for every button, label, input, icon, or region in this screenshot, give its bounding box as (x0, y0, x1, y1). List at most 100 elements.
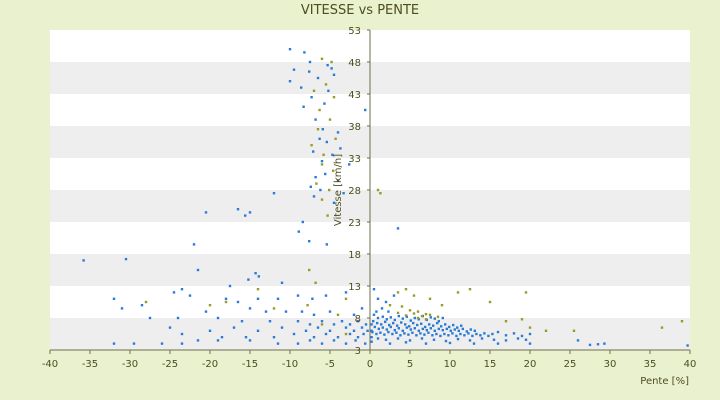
data-point-olive (376, 188, 380, 192)
x-tick-label: -25 (162, 359, 178, 370)
chart-title: VITESSE vs PENTE (301, 3, 419, 18)
data-point-blue (288, 80, 292, 83)
data-point-blue (314, 176, 317, 179)
data-point-blue (356, 320, 360, 323)
data-point-blue (380, 323, 383, 326)
data-point-olive (224, 300, 228, 304)
data-point-blue (437, 320, 440, 323)
axes (49, 29, 691, 354)
data-point-blue (448, 325, 451, 329)
data-point-blue (321, 128, 324, 131)
data-point-blue (431, 334, 434, 337)
data-point-blue (236, 300, 240, 304)
data-point-blue (496, 342, 500, 345)
data-point-blue (496, 330, 500, 334)
data-point-blue (360, 326, 364, 329)
x-tick-label: 10 (444, 359, 457, 370)
data-point-olive (344, 332, 348, 336)
data-point-blue (416, 323, 419, 327)
data-point-olive (396, 291, 400, 294)
data-point-blue (148, 316, 152, 320)
data-point-olive (326, 214, 329, 217)
data-point-blue (257, 275, 260, 278)
data-point-blue (376, 321, 379, 325)
data-point-blue (384, 320, 387, 324)
data-point-blue (300, 310, 304, 313)
data-point-olive (408, 309, 412, 312)
data-point-blue (437, 327, 440, 331)
data-point-blue (379, 331, 382, 334)
x-tick-label: 35 (644, 359, 657, 370)
data-point-blue (388, 342, 392, 345)
x-tick-label: -30 (122, 359, 138, 370)
data-point-blue (348, 332, 352, 336)
data-point-olive (424, 318, 428, 321)
data-point-blue (288, 48, 292, 51)
data-point-blue (433, 317, 436, 320)
data-point-blue (328, 310, 332, 313)
data-point-blue (339, 147, 342, 150)
data-point-blue (344, 342, 348, 345)
data-point-blue (342, 192, 345, 195)
x-tick-label: -10 (282, 359, 298, 370)
data-point-blue (320, 160, 324, 163)
data-point-blue (424, 325, 427, 329)
data-point-blue (468, 339, 472, 342)
data-point-blue (588, 343, 592, 347)
data-point-blue (296, 294, 300, 297)
data-point-blue (344, 326, 348, 329)
data-point-blue (461, 327, 464, 331)
data-point-blue (330, 67, 333, 70)
data-point-blue (463, 334, 466, 337)
data-point-blue (232, 326, 236, 329)
data-point-blue (256, 329, 260, 332)
data-point-olive (330, 60, 333, 64)
data-point-blue (302, 105, 305, 108)
data-point-blue (473, 329, 476, 332)
data-point-blue (284, 310, 288, 313)
data-point-olive (328, 188, 331, 192)
data-point-blue (82, 259, 85, 262)
data-point-blue (332, 73, 336, 76)
data-point-blue (323, 102, 326, 105)
x-tick-label: 15 (484, 359, 497, 370)
data-point-blue (380, 307, 384, 310)
data-point-olive (404, 314, 408, 317)
data-point-blue (244, 336, 248, 339)
data-point-olive (316, 128, 320, 131)
data-point-blue (196, 339, 200, 342)
data-point-blue (236, 208, 240, 211)
data-point-olive (320, 163, 324, 166)
data-point-blue (188, 294, 192, 297)
data-point-blue (316, 326, 320, 329)
data-point-blue (248, 339, 252, 342)
data-point-blue (312, 336, 316, 339)
data-point-blue (444, 323, 447, 326)
data-point-blue (389, 316, 392, 319)
data-point-blue (375, 310, 378, 313)
data-point-blue (176, 316, 180, 320)
data-point-blue (304, 329, 308, 332)
data-point-blue (220, 336, 224, 339)
data-point-blue (401, 317, 404, 320)
data-point-blue (348, 163, 351, 166)
data-point-blue (364, 323, 368, 326)
data-point-blue (352, 313, 356, 316)
data-point-blue (456, 337, 460, 341)
data-point-olive (332, 169, 335, 172)
data-point-blue (471, 334, 474, 338)
data-point-olive (504, 320, 508, 323)
data-point-blue (216, 316, 220, 320)
x-axis-title: Pente [%] (640, 376, 689, 387)
data-point-blue (244, 214, 247, 217)
data-point-blue (389, 325, 392, 329)
data-point-olive (396, 311, 400, 315)
data-point-blue (370, 336, 373, 339)
x-tick-label: 20 (524, 359, 537, 370)
data-point-blue (520, 334, 524, 338)
data-point-olive (310, 144, 313, 147)
tick-labels: -40 -35 -30 -25 -20 -15 -10 -5 0 5 10 15 20 25 30 35 40 3… (42, 26, 697, 370)
data-point-blue (417, 318, 420, 321)
